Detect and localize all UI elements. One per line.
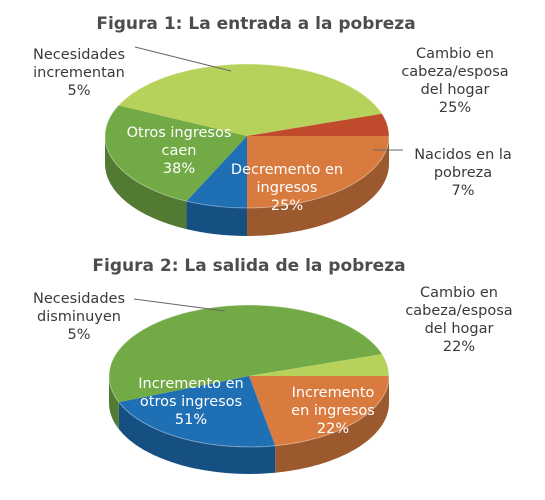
chart-1-wall-cambio-en-cabeza-esposa-del-hogar — [247, 136, 389, 236]
chart-1-label-necesidades-incrementan: Necesidades incrementan 5% — [33, 46, 232, 99]
chart-1-slice-label-line: pobreza — [434, 165, 492, 181]
chart-2-rim — [108, 304, 390, 448]
chart-2-title: Figura 2: La salida de la pobreza — [92, 256, 405, 276]
chart-1-slice-label-line: Cambio en — [416, 46, 494, 62]
chart-1-slice-label-line: caen — [162, 143, 197, 159]
chart-2-slice-percent: 5% — [67, 327, 90, 343]
chart-2-slice-cambio-en-cabeza-esposa-del-hogar — [249, 376, 389, 446]
chart-1-slice-necesidades-incrementan — [247, 113, 389, 136]
chart-2-label-necesidades-disminuyen: Necesidades disminuyen 5% — [33, 291, 226, 343]
chart-2-slice-percent: 51% — [175, 412, 207, 428]
chart-1-slice-percent: 25% — [271, 198, 303, 214]
chart-1-slice-label-line: Nacidos en la — [414, 147, 512, 163]
chart-1-title: Figura 1: La entrada a la pobreza — [96, 14, 415, 34]
chart-2-slice-label-line: Necesidades — [33, 291, 125, 307]
chart-1-rim — [104, 63, 390, 209]
chart-2-slice-label-line: Incremento en — [138, 376, 244, 392]
chart-2-wall-incremento-en-otros-ingresos — [109, 376, 119, 430]
chart-2-slice-label-line: cabeza/esposa — [405, 303, 512, 319]
chart-1-slice-label-line: Necesidades — [33, 47, 125, 63]
chart-1-label-decremento-en-ingresos: Decremento en ingresos 25% — [231, 162, 343, 214]
chart-2-slice-label-line: Cambio en — [420, 285, 498, 301]
chart-1-slice-label-line: del hogar — [421, 82, 490, 98]
chart-1-slice-otros-ingresos-caen — [118, 63, 383, 136]
chart-2-slice-necesidades-disminuyen — [249, 354, 390, 376]
chart-2-slice-label-line: en ingresos — [291, 403, 375, 419]
chart-1-slice-nacidos-en-la-pobreza — [186, 136, 247, 208]
chart-1-slice-label-line: Otros ingresos — [127, 125, 232, 141]
chart-2-label-incremento-en-ingresos: Incremento en ingresos 22% — [291, 385, 375, 437]
chart-2-slice-incremento-en-otros-ingresos — [109, 305, 383, 403]
chart-1-slice-cambio-en-cabeza-esposa-del-hogar — [247, 136, 389, 208]
chart-2-slice-label-line: otros ingresos — [140, 394, 242, 410]
chart-1-label-nacidos-en-la-pobreza: Nacidos en la pobreza 7% — [373, 147, 512, 199]
chart-1-slice-label-line: incrementan — [33, 65, 125, 81]
chart-2-slice-label-line: Incremento — [292, 385, 375, 401]
chart-1-label-cambio-en-cabeza-esposa-del-hogar: Cambio en cabeza/esposa del hogar 25% — [401, 46, 508, 116]
chart-2-slice-percent: 22% — [443, 339, 475, 355]
chart-1-slice-percent: 7% — [451, 183, 474, 199]
chart-1-wall-nacidos-en-la-pobreza — [186, 201, 247, 236]
chart-1-pie — [104, 63, 390, 236]
chart-1-leader-line — [134, 46, 232, 72]
chart-2-slice-label-line: disminuyen — [37, 309, 121, 325]
chart-2-label-incremento-en-otros-ingresos: Incremento en otros ingresos 51% — [138, 376, 244, 428]
chart-2-wall-cambio-en-cabeza-esposa-del-hogar — [275, 376, 389, 473]
chart-1-slice-percent: 5% — [67, 83, 90, 99]
chart-2-leader-line — [133, 298, 226, 312]
chart-2-label-cambio-en-cabeza-esposa-del-hogar: Cambio en cabeza/esposa del hogar 22% — [405, 285, 512, 355]
chart-1-slice-label-line: cabeza/esposa — [401, 64, 508, 80]
chart-1-labels: Cambio en cabeza/esposa del hogar 25% Nacido… — [33, 46, 512, 214]
chart-1-slice-percent: 25% — [439, 100, 471, 116]
chart-1-slice-decremento-en-ingresos — [104, 105, 247, 202]
chart-1-slice-label-line: Decremento en — [231, 162, 343, 178]
chart-1-wall-decremento-en-ingresos — [105, 136, 187, 230]
chart-2-pie — [108, 304, 390, 474]
chart-1-slice-percent: 38% — [163, 161, 195, 177]
chart-1-slice-label-line: ingresos — [257, 180, 318, 196]
chart-2-slice-percent: 22% — [317, 421, 349, 437]
chart-2-wall-incremento-en-ingresos — [118, 402, 276, 474]
chart-2-slice-label-line: del hogar — [425, 321, 494, 337]
chart-2-slice-incremento-en-ingresos — [118, 376, 276, 447]
chart-1-label-otros-ingresos-caen: Otros ingresos caen 38% — [127, 125, 232, 177]
